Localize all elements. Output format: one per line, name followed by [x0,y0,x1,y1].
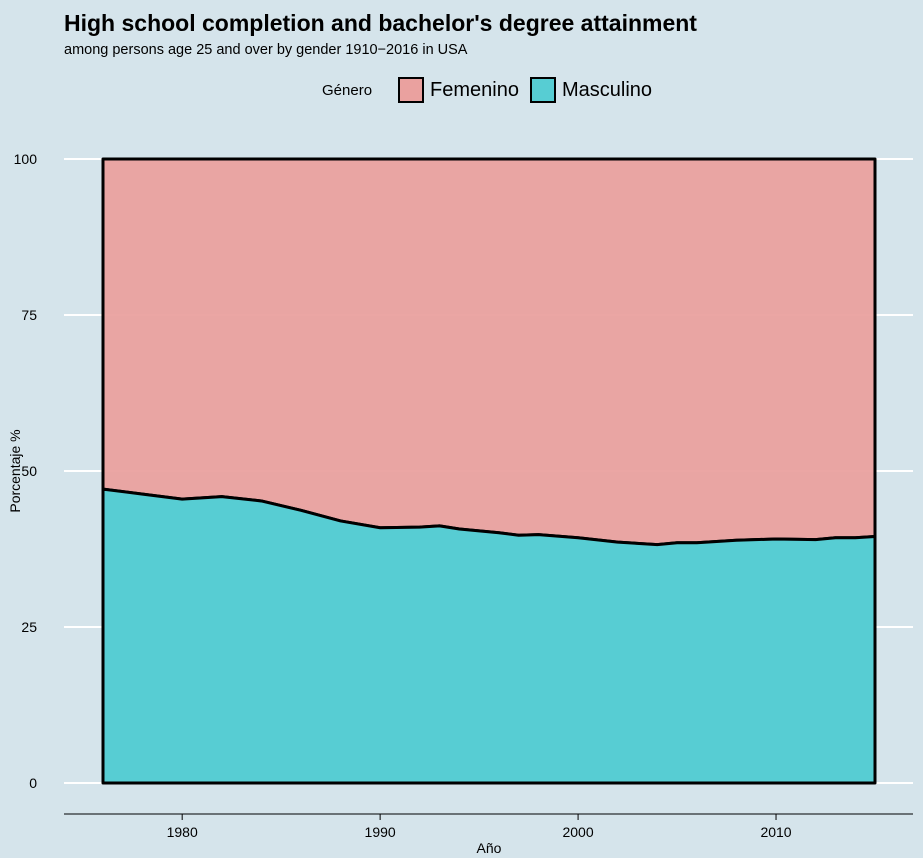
y-tick-label-75: 75 [21,307,37,323]
y-tick-label-0: 0 [29,775,37,791]
y-axis-label: Porcentaje % [7,429,23,512]
y-tick-label-50: 50 [21,463,37,479]
y-tick-label-25: 25 [21,619,37,635]
x-tick-label-1990: 1990 [365,824,396,840]
x-tick-label-1980: 1980 [167,824,198,840]
area-femenino [103,159,875,545]
stacked-areas [103,159,875,783]
x-axis-label: Año [477,840,502,856]
x-axis: 1980 1990 2000 2010 [64,814,913,840]
y-tick-label-100: 100 [14,151,38,167]
x-tick-label-2010: 2010 [760,824,791,840]
x-tick-label-2000: 2000 [562,824,593,840]
